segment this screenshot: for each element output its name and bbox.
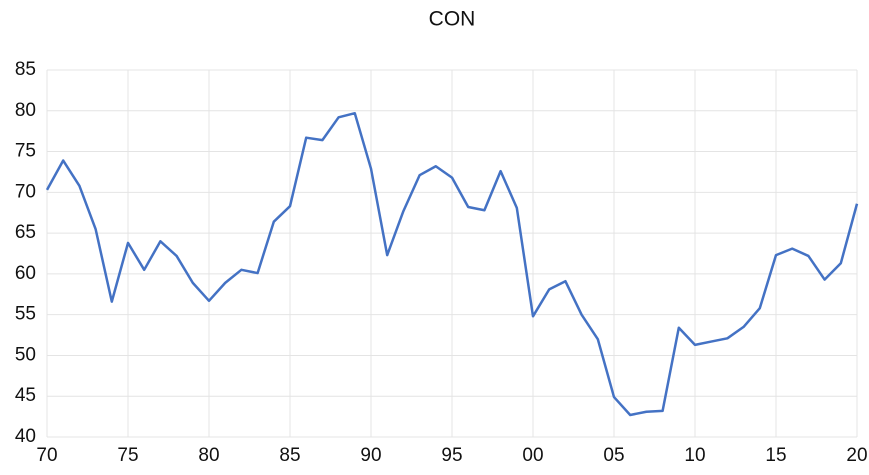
- x-tick-label: 85: [279, 445, 300, 466]
- x-tick-label: 10: [684, 445, 705, 466]
- y-tick-label: 65: [15, 222, 36, 243]
- y-tick-label: 70: [15, 181, 36, 202]
- x-tick-label: 95: [441, 445, 462, 466]
- x-tick-label: 80: [198, 445, 219, 466]
- y-tick-label: 75: [15, 141, 36, 162]
- y-tick-label: 85: [15, 59, 36, 80]
- x-tick-label: 70: [36, 445, 57, 466]
- x-tick-label: 90: [360, 445, 381, 466]
- y-tick-label: 40: [15, 426, 36, 447]
- x-tick-label: 15: [765, 445, 786, 466]
- y-tick-label: 45: [15, 385, 36, 406]
- y-tick-label: 60: [15, 263, 36, 284]
- chart-title: CON: [429, 8, 476, 31]
- x-tick-label: 05: [603, 445, 624, 466]
- y-tick-label: 55: [15, 304, 36, 325]
- y-tick-label: 80: [15, 100, 36, 121]
- x-tick-label: 75: [117, 445, 138, 466]
- data-line: [45, 111, 859, 417]
- y-tick-label: 50: [15, 344, 36, 365]
- x-tick-label: 20: [846, 445, 867, 466]
- x-tick-label: 00: [522, 445, 543, 466]
